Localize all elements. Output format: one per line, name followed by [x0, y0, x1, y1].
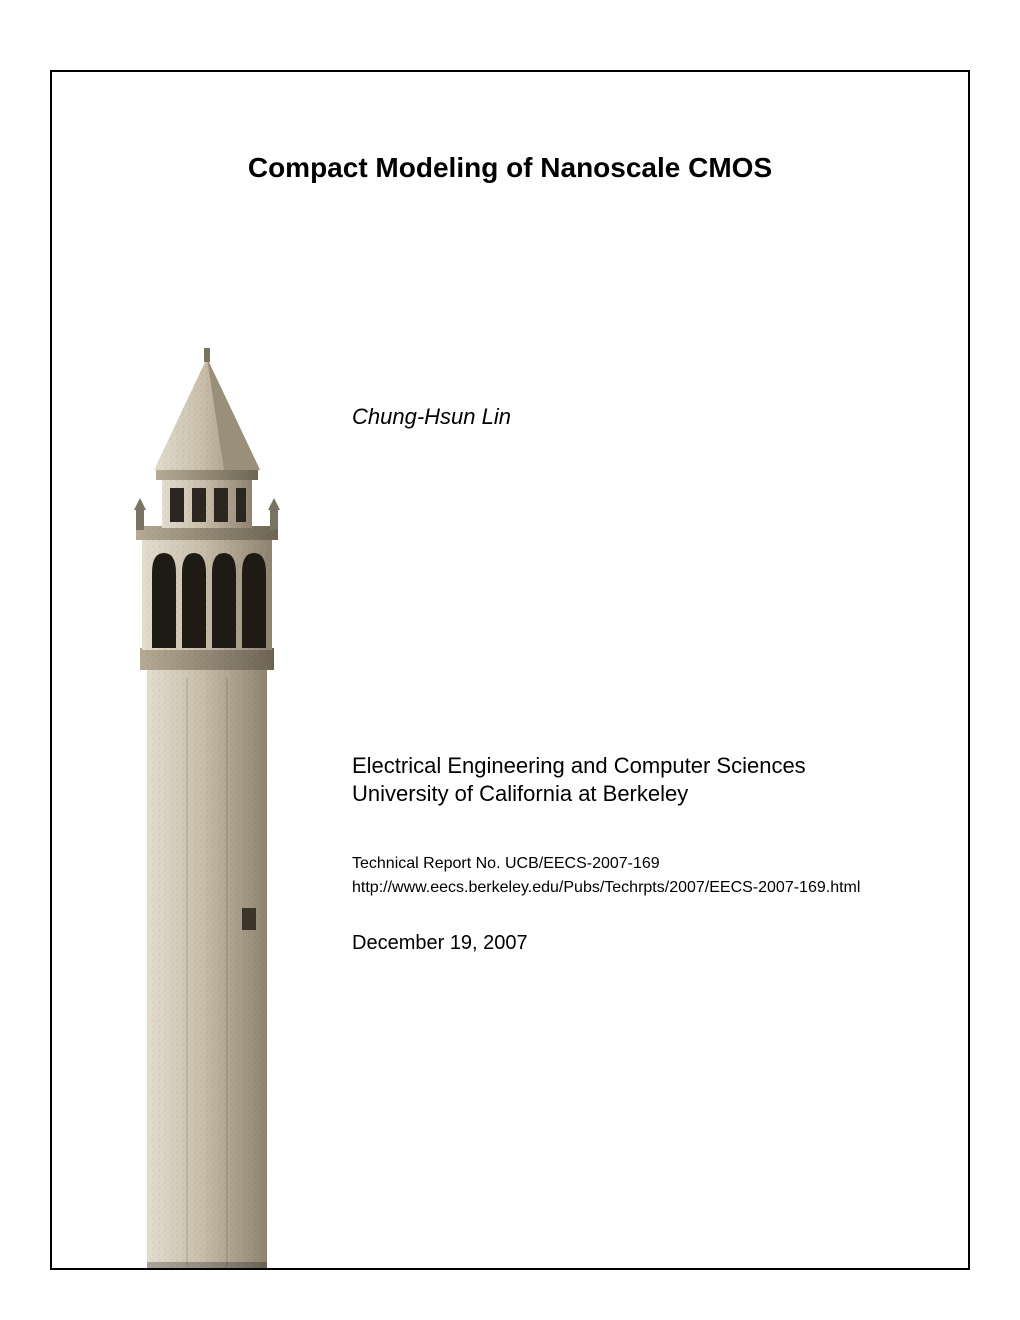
campanile-tower-icon	[92, 348, 312, 1268]
report-number: Technical Report No. UCB/EECS-2007-169	[352, 852, 860, 876]
report-cover: Compact Modeling of Nanoscale CMOS Chung…	[50, 70, 970, 1270]
report-id-block: Technical Report No. UCB/EECS-2007-169 h…	[352, 852, 860, 900]
department-line2: University of California at Berkeley	[352, 780, 806, 808]
department-line1: Electrical Engineering and Computer Scie…	[352, 752, 806, 780]
report-date: December 19, 2007	[352, 932, 528, 955]
report-url: http://www.eecs.berkeley.edu/Pubs/Techrp…	[352, 876, 860, 900]
report-title: Compact Modeling of Nanoscale CMOS	[52, 152, 968, 184]
department-block: Electrical Engineering and Computer Scie…	[352, 752, 806, 807]
author-name: Chung-Hsun Lin	[352, 404, 511, 430]
